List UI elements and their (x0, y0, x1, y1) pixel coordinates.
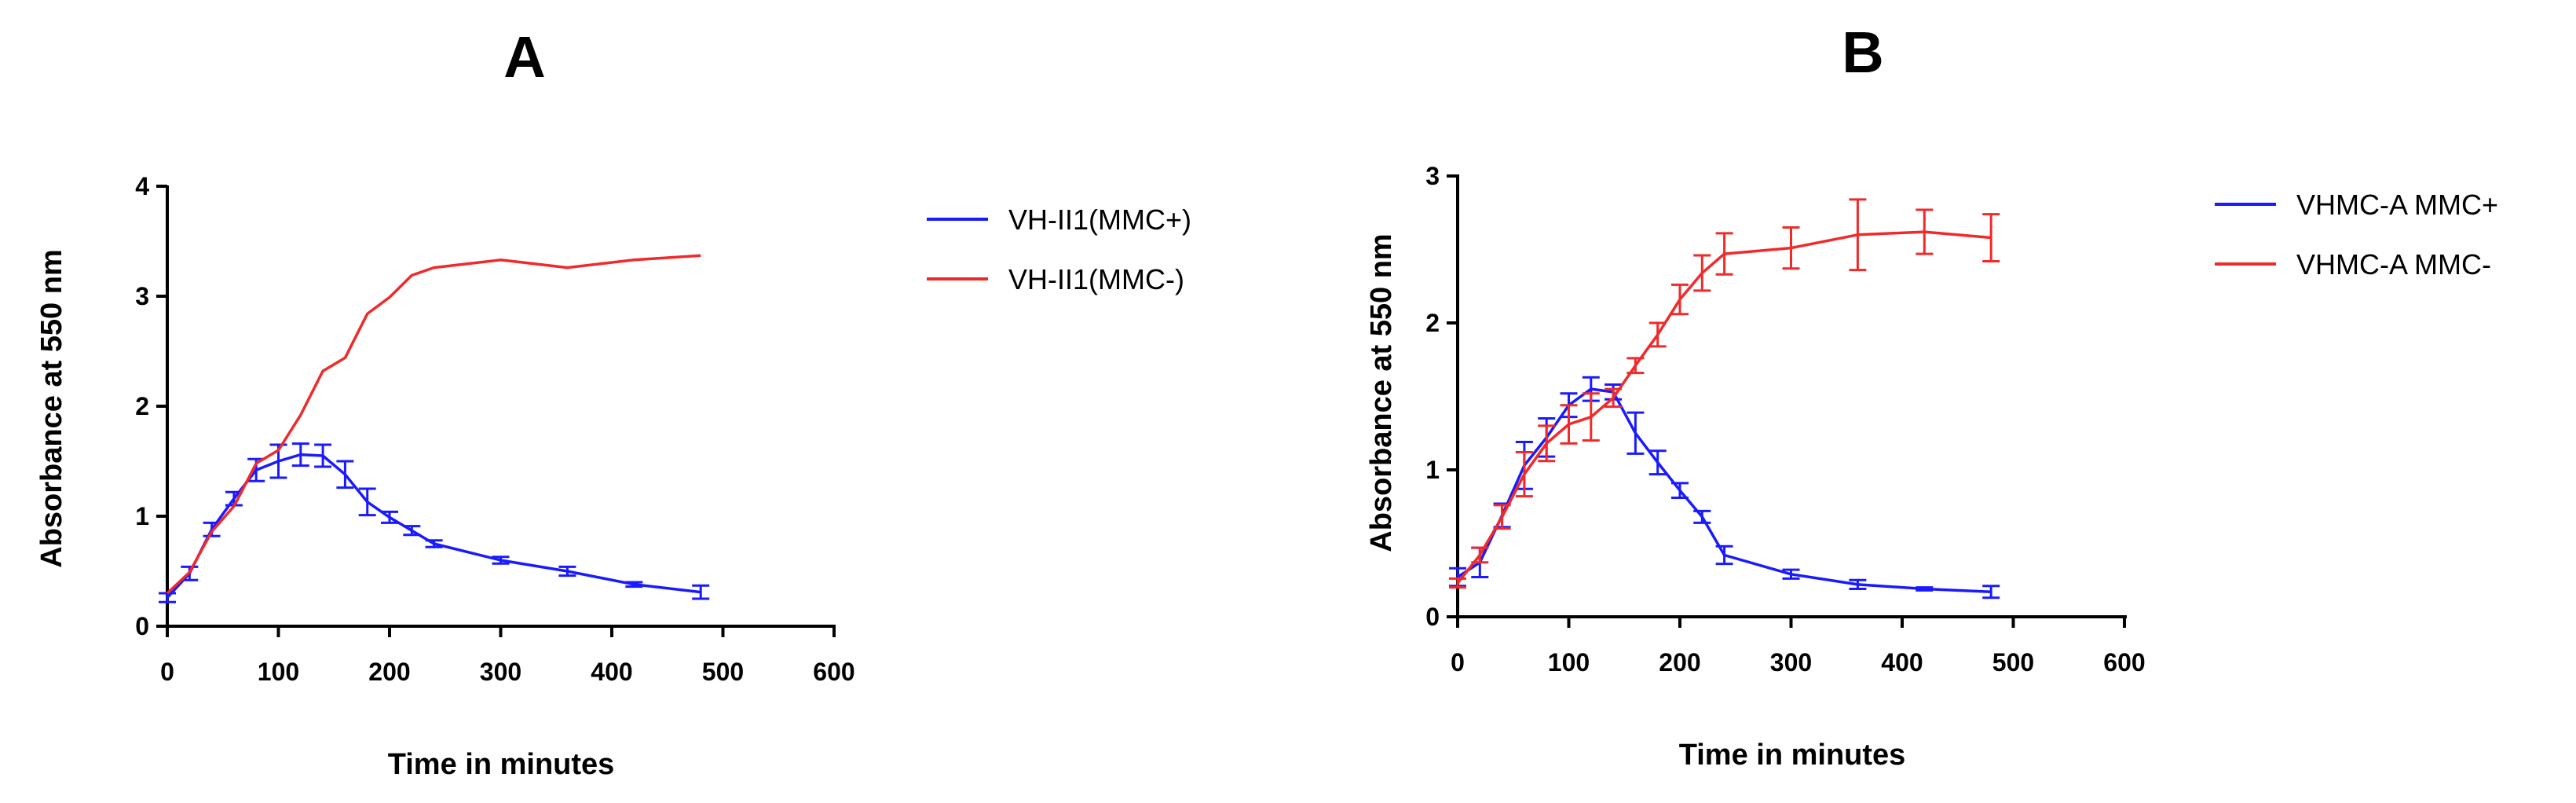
y-tick-label: 3 (135, 282, 149, 310)
vhmc-a-mmc-error-bar (1449, 577, 1466, 589)
vhmc-a-mmc-error-bar (1849, 198, 1867, 272)
y-tick-label: 2 (1425, 309, 1440, 337)
panel-a-y-axis-label: Absorbance at 550 nm (35, 249, 68, 567)
vh-ii1-mmc-line (166, 254, 701, 595)
panel-b: B Absorbance at 550 nm Time in minutes 0… (1365, 20, 2498, 772)
x-tick-label: 0 (1451, 648, 1465, 676)
panel-b-x-ticks: 0 100 200 300 400 500 600 (1451, 617, 2146, 676)
vhmc-a-mmc-error-bar (1671, 283, 1689, 316)
vh-ii1-mmc-error-bar (425, 539, 443, 548)
x-tick-label: 200 (368, 658, 410, 686)
x-tick-label: 0 (160, 658, 174, 686)
y-tick-label: 0 (1425, 603, 1440, 631)
x-tick-label: 600 (813, 658, 854, 686)
vh-ii1-mmc-error-bar (692, 584, 710, 600)
panel-b-legend: VHMC-A MMC+ VHMC-A MMC- (2215, 189, 2498, 280)
vhmc-a-mmc-error-bar (1626, 411, 1645, 455)
vhmc-a-mmc-error-bar (1693, 509, 1711, 524)
legend-entry: VHMC-A MMC+ (2215, 189, 2498, 221)
y-tick-label: 4 (135, 172, 149, 200)
y-tick-label: 1 (1425, 456, 1440, 484)
panel-a-y-ticks: 0 1 2 3 4 (135, 172, 167, 640)
vhmc-a-mmc-error-bar (1916, 208, 1934, 255)
x-tick-label: 300 (1770, 648, 1812, 676)
vh-ii1-mmc-error-bar (625, 581, 643, 588)
vhmc-a-mmc-error-bar (1916, 586, 1934, 592)
panel-a-title: A (503, 24, 545, 90)
vh-ii1-mmc-line (166, 453, 701, 599)
legend-entry: VH-II1(MMC+) (927, 204, 1191, 236)
vhmc-a-mmc-error-bar (1715, 544, 1733, 566)
vhmc-a-mmc-error-bar (1560, 404, 1578, 445)
legend-entry: VH-II1(MMC-) (927, 263, 1184, 295)
x-tick-label: 100 (1548, 648, 1590, 676)
vhmc-a-mmc-line (1456, 230, 1992, 585)
panel-b-plot-area (1449, 198, 2000, 600)
vhmc-a-mmc-error-bar (1671, 482, 1689, 500)
vhmc-a-mmc-error-bar (1715, 232, 1733, 276)
vh-ii1-mmc-error-bar (159, 592, 176, 603)
vh-ii1-mmc-error-bar (558, 565, 576, 578)
legend-label: VHMC-A MMC+ (2296, 189, 2498, 221)
vhmc-a-mmc-error-bar (1982, 213, 2000, 262)
vhmc-a-mmc-error-bar (1693, 254, 1711, 292)
vhmc-a-mmc-error-bar (1626, 357, 1645, 375)
x-tick-label: 500 (702, 658, 744, 686)
y-tick-label: 3 (1425, 162, 1440, 190)
vh-ii1-mmc-error-bar (336, 460, 354, 490)
vhmc-a-mmc-error-bar (1648, 321, 1667, 348)
legend-entry: VHMC-A MMC- (2215, 248, 2491, 280)
y-tick-label: 1 (135, 502, 149, 530)
y-tick-label: 0 (135, 612, 149, 640)
vh-ii1-mmc-error-bar (381, 510, 398, 524)
panel-b-x-axis-label: Time in minutes (1679, 739, 1906, 772)
vh-ii1-mmc-error-bar (403, 525, 421, 537)
x-tick-label: 100 (258, 658, 299, 686)
vhmc-a-mmc-error-bar (1849, 578, 1867, 590)
x-tick-label: 200 (1659, 648, 1700, 676)
vhmc-a-mmc-error-bar (1782, 226, 1800, 270)
panel-a-plot-area (159, 254, 710, 603)
vhmc-a-mmc-error-bar (1493, 504, 1511, 530)
x-tick-label: 600 (2103, 648, 2145, 676)
x-tick-label: 500 (1992, 648, 2034, 676)
panel-b-title: B (1842, 20, 1883, 85)
panel-a-x-axis-label: Time in minutes (388, 748, 615, 781)
vh-ii1-mmc-error-bar (358, 487, 376, 517)
vhmc-a-mmc-error-bar (1648, 449, 1667, 476)
panel-a: A Absorbance at 550 nm Time in minutes 0… (35, 24, 1191, 781)
vhmc-a-mmc-error-bar (1538, 424, 1556, 463)
vhmc-a-mmc-error-bar (1605, 387, 1623, 409)
legend-label: VH-II1(MMC+) (1008, 204, 1191, 236)
x-tick-label: 300 (480, 658, 521, 686)
vhmc-a-mmc-error-bar (1582, 392, 1600, 442)
panel-a-legend: VH-II1(MMC+) VH-II1(MMC-) (927, 204, 1191, 295)
vh-ii1-mmc-error-bar (492, 556, 510, 565)
x-tick-label: 400 (1881, 648, 1923, 676)
panel-a-x-ticks: 0 100 200 300 400 500 600 (160, 626, 855, 686)
y-tick-label: 2 (135, 392, 149, 420)
legend-label: VHMC-A MMC- (2296, 248, 2491, 280)
vhmc-a-mmc-error-bar (1782, 568, 1800, 580)
vhmc-a-mmc-error-bar (1515, 451, 1533, 498)
vhmc-a-mmc-error-bar (1471, 546, 1489, 564)
legend-label: VH-II1(MMC-) (1008, 263, 1184, 295)
vh-ii1-mmc-error-bar (291, 442, 309, 468)
vhmc-a-mmc-error-bar (1982, 585, 2000, 600)
vh-ii1-mmc-error-bar (314, 443, 332, 468)
x-tick-label: 400 (591, 658, 632, 686)
panel-b-y-ticks: 0 1 2 3 (1425, 162, 1458, 631)
panel-b-y-axis-label: Absorbance at 550 nm (1365, 233, 1398, 552)
